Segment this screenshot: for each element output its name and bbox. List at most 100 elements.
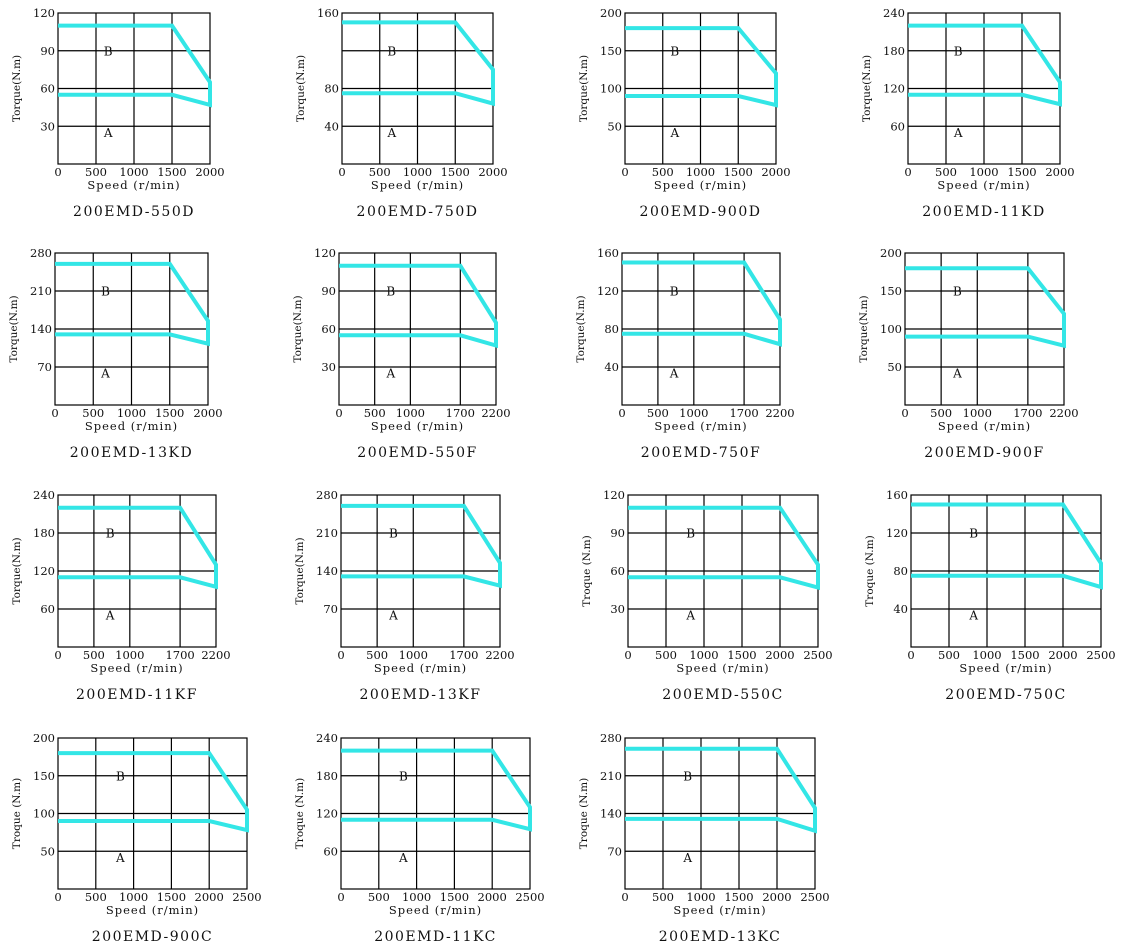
y-tick-label: 90 [321, 284, 336, 298]
y-tick-label: 160 [886, 488, 908, 502]
chart-title: 200EMD-900C [92, 929, 213, 945]
torque-curve [908, 23, 1062, 107]
x-tick-label: 500 [85, 890, 107, 904]
y-tick-label: 90 [610, 526, 625, 540]
x-tick-label: 500 [938, 648, 960, 662]
x-axis-label: Speed (r/min) [673, 903, 766, 917]
chart-10: 0 500 1000 1700 2200 70 140 210 280 Speed (r/min)… [294, 488, 515, 703]
x-tick-label: 1000 [679, 406, 708, 420]
y-tick-label: 180 [33, 526, 55, 540]
y-axis-label: Torque(N.m) [8, 295, 20, 362]
y-axis-label: Torque(N.m) [11, 55, 23, 122]
region-a-label: A [952, 367, 962, 381]
y-axis-label: Troque (N.m) [294, 778, 306, 849]
x-tick-label: 2500 [800, 890, 829, 904]
chart-title: 200EMD-750D [357, 204, 479, 220]
x-tick-label: 500 [83, 648, 105, 662]
y-tick-label: 120 [603, 488, 625, 502]
x-tick-label: 1000 [396, 406, 425, 420]
region-a-label: A [968, 609, 978, 623]
chart-title: 200EMD-900D [640, 204, 762, 220]
chart-9: 0 500 1000 1700 2200 60 120 180 240 Speed (r/min)… [11, 488, 231, 703]
y-tick-label: 80 [324, 82, 339, 96]
y-tick-label: 280 [30, 246, 52, 260]
region-b-label: B [399, 769, 408, 783]
torque-curve [58, 23, 212, 108]
x-tick-label: 500 [935, 165, 957, 179]
x-tick-label: 1000 [686, 890, 715, 904]
y-tick-label: 200 [880, 246, 902, 260]
x-tick-label: 0 [901, 406, 908, 420]
x-tick-label: 2000 [765, 648, 794, 662]
chart-4: 0 500 1000 1500 2000 60 120 180 240 Speed (r/min)… [861, 6, 1075, 220]
y-tick-label: 30 [610, 602, 625, 616]
x-tick-label: 1700 [1013, 406, 1042, 420]
y-tick-label: 90 [40, 44, 55, 58]
region-b-label: B [953, 285, 962, 299]
y-tick-label: 60 [40, 82, 55, 96]
torque-curve [55, 261, 210, 347]
y-tick-label: 60 [40, 602, 55, 616]
x-tick-label: 1700 [449, 648, 478, 662]
chart-1: 0 500 1000 1500 2000 30 60 90 120 Speed (r/min) To… [11, 6, 225, 220]
y-tick-label: 70 [323, 602, 338, 616]
x-tick-label: 2500 [232, 890, 261, 904]
y-tick-label: 120 [597, 284, 619, 298]
y-tick-label: 240 [883, 6, 905, 20]
y-tick-label: 180 [316, 769, 338, 783]
x-tick-label: 1000 [119, 165, 148, 179]
x-tick-label: 2000 [193, 406, 222, 420]
x-tick-label: 500 [369, 165, 391, 179]
x-tick-label: 1000 [399, 648, 428, 662]
x-tick-label: 1000 [119, 890, 148, 904]
region-b-label: B [670, 44, 679, 58]
x-tick-label: 1500 [724, 890, 753, 904]
x-tick-label: 0 [621, 165, 628, 179]
x-tick-label: 1000 [963, 406, 992, 420]
y-tick-label: 50 [40, 844, 55, 858]
y-tick-label: 120 [883, 82, 905, 96]
torque-curve [911, 502, 1103, 590]
y-tick-label: 30 [40, 119, 55, 133]
x-axis-label: Speed (r/min) [87, 178, 180, 192]
x-axis-label: Speed (r/min) [371, 419, 464, 433]
x-axis-label: Speed (r/min) [106, 903, 199, 917]
x-tick-label: 2000 [195, 165, 224, 179]
x-tick-label: 2000 [478, 165, 507, 179]
chart-6: 0 500 1000 1700 2200 30 60 90 120 Speed (r/min) To… [292, 246, 511, 461]
y-tick-label: 210 [600, 769, 622, 783]
y-tick-label: 100 [33, 807, 55, 821]
x-tick-label: 0 [338, 165, 345, 179]
chart-15: 0 500 1000 1500 2000 2500 70 140 210 280 Speed (r/… [578, 731, 830, 945]
x-tick-label: 2000 [1045, 165, 1074, 179]
y-tick-label: 210 [30, 284, 52, 298]
y-tick-label: 120 [33, 6, 55, 20]
torque-curve [58, 505, 218, 590]
chart-12: 0 500 1000 1500 2000 2500 40 80 120 160 Speed (r/m… [864, 488, 1116, 703]
y-tick-label: 40 [604, 360, 619, 374]
chart-title: 200EMD-550C [662, 687, 783, 703]
region-a-label: A [685, 609, 695, 623]
chart-title: 200EMD-750F [641, 445, 761, 461]
x-axis-label: Speed (r/min) [371, 178, 464, 192]
x-tick-label: 500 [652, 165, 674, 179]
y-tick-label: 80 [893, 564, 908, 578]
chart-13: 0 500 1000 1500 2000 2500 50 100 150 200 Speed (r/… [11, 731, 262, 945]
x-tick-label: 2200 [765, 406, 794, 420]
chart-title: 200EMD-750C [945, 687, 1066, 703]
torque-curve [342, 20, 495, 107]
region-a-label: A [115, 851, 125, 865]
y-axis-label: Torque(N.m) [578, 55, 590, 122]
region-b-label: B [101, 285, 110, 299]
x-tick-label: 1500 [727, 648, 756, 662]
y-tick-label: 70 [37, 360, 52, 374]
y-axis-label: Torque(N.m) [575, 295, 587, 362]
chart-5: 0 500 1000 1500 2000 70 140 210 280 Speed (r/min)… [8, 246, 223, 461]
y-tick-label: 140 [30, 322, 52, 336]
x-tick-label: 500 [364, 406, 386, 420]
region-a-label: A [669, 126, 679, 140]
x-tick-label: 1000 [972, 648, 1001, 662]
region-b-label: B [670, 285, 679, 299]
x-axis-label: Speed (r/min) [937, 178, 1030, 192]
